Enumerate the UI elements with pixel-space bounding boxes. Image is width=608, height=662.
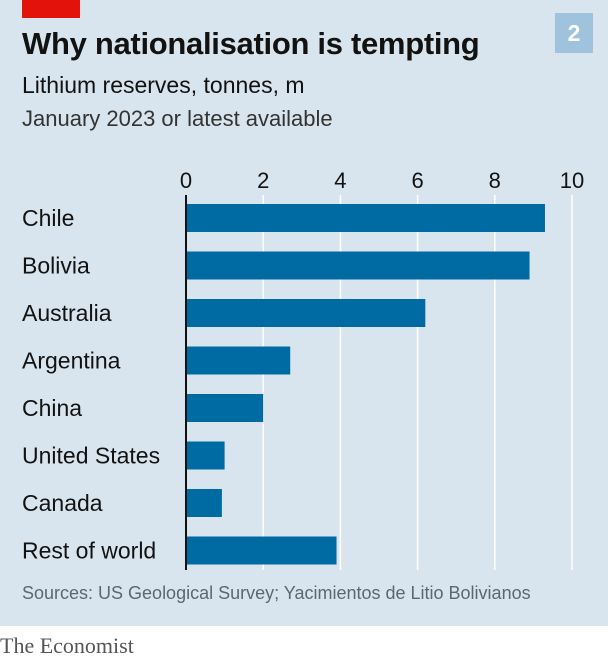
x-tick-label: 2 <box>257 168 269 193</box>
bar-china <box>186 394 264 422</box>
gridlines <box>262 195 573 570</box>
category-label: Canada <box>22 490 103 516</box>
category-label: United States <box>22 443 160 469</box>
category-label: Australia <box>22 300 112 326</box>
category-label: Argentina <box>22 348 121 374</box>
x-tick-label: 0 <box>180 168 192 193</box>
bar-united-states <box>186 441 225 470</box>
chart-number-badge: 2 <box>555 13 593 53</box>
source-note: Sources: US Geological Survey; Yacimient… <box>22 583 531 603</box>
bars <box>186 204 545 565</box>
chart-subtitle: Lithium reserves, tonnes, m <box>22 72 305 98</box>
category-labels: Chile Bolivia Australia Argentina China Unite… <box>22 205 160 564</box>
x-tick-label: 10 <box>560 168 584 193</box>
bar-bolivia <box>186 251 530 280</box>
bar-chart: 0 2 4 6 8 10 ChileBoliviaAustraliaArgentinaCh… <box>22 168 584 570</box>
bar-rest-of-world <box>186 536 337 565</box>
x-tick-label: 8 <box>489 168 501 193</box>
category-label: Bolivia <box>22 253 90 279</box>
chart-date-note: January 2023 or latest available <box>22 106 333 131</box>
chart-title: Why nationalisation is tempting <box>22 26 480 61</box>
category-label: Chile <box>22 205 74 231</box>
bar-argentina <box>186 346 291 375</box>
x-tick-label: 4 <box>334 168 346 193</box>
category-label: Rest of world <box>22 538 156 564</box>
bar-canada <box>186 489 222 517</box>
x-axis-ticks: 0 2 4 6 8 10 <box>180 168 584 193</box>
brand-wordmark: The Economist <box>0 633 134 658</box>
bar-chile <box>186 204 545 232</box>
bar-australia <box>186 299 426 327</box>
category-label: China <box>22 395 82 421</box>
brand-red-tag <box>22 0 80 18</box>
x-tick-label: 6 <box>411 168 423 193</box>
